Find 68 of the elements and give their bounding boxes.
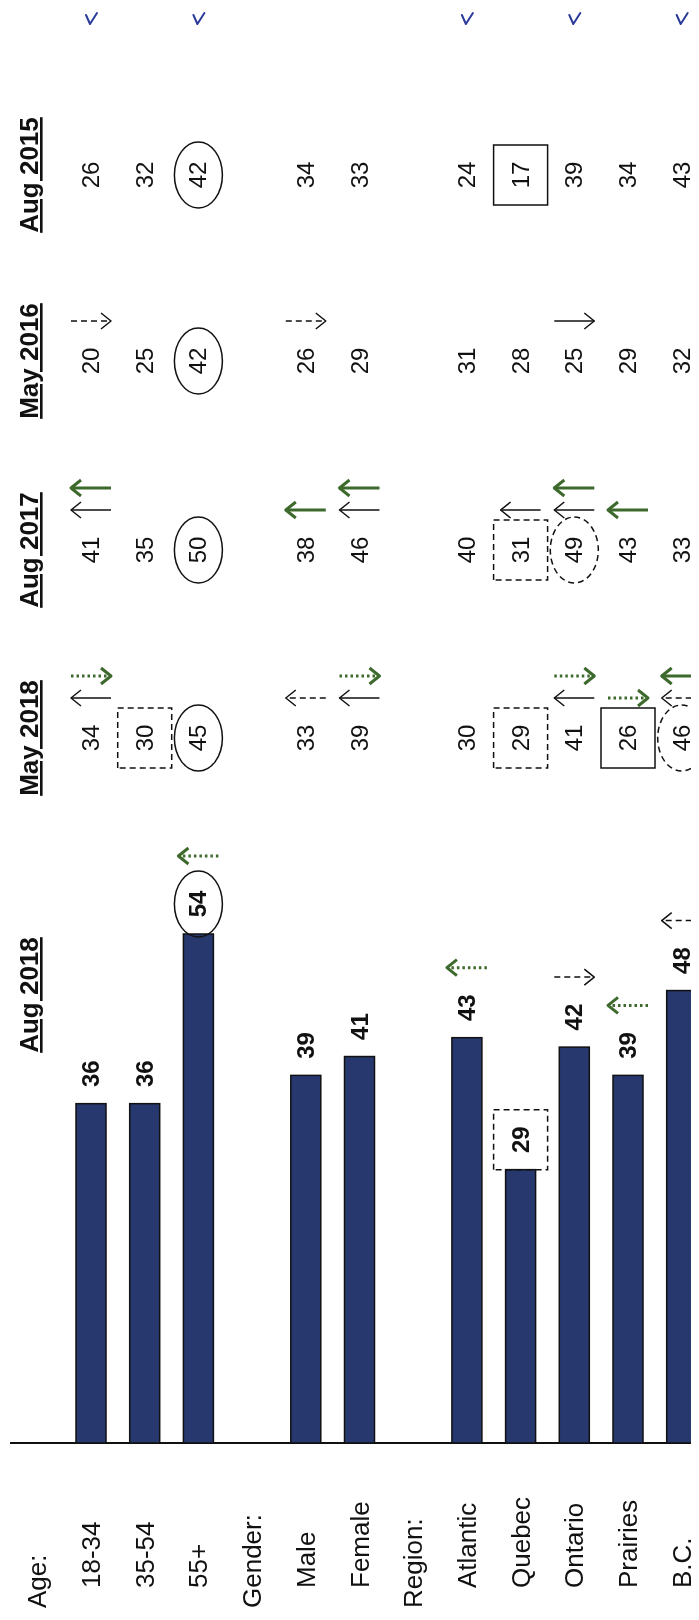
text: 26 [77,161,104,189]
x-tick-label: 55+ [183,1543,214,1588]
text: May 2018 [14,680,44,796]
text: 42 [184,161,212,189]
text: May 2016 [14,303,44,419]
text: 24 [452,161,480,189]
x-tick-label: Ontario [559,1502,590,1588]
text: 26 [614,724,641,752]
text: 34 [77,724,104,752]
text: Aug 2015 [14,117,44,233]
data-label: 36 [77,1060,104,1088]
text: 31 [452,347,480,375]
text: 43 [667,161,695,189]
text: 35 [130,536,158,564]
text: 40 [452,536,480,564]
text: Aug 2018 [14,937,44,1053]
text: 32 [667,347,695,375]
data-label: 54 [184,890,212,918]
x-tick-label: 18-34 [76,1521,106,1588]
text: 41 [560,724,588,752]
data-label: 39 [614,1032,641,1059]
text: 28 [506,347,534,375]
text: 17 [506,161,534,189]
text: 33 [345,161,373,189]
text: 25 [560,347,588,375]
text: 38 [291,536,319,564]
x-tick-label: Prairies [613,1499,643,1588]
text: Age: [22,1554,53,1608]
text: 49 [560,536,588,564]
text: 30 [452,724,480,752]
data-label: 36 [130,1060,158,1088]
x-tick-label: Male [290,1531,321,1588]
x-tick-label: B.C. [666,1537,697,1588]
text: 29 [506,724,534,752]
text: 33 [291,724,319,752]
text: 42 [184,347,212,375]
text: 31 [506,536,534,564]
text: 29 [345,347,373,375]
data-label: 41 [345,1013,373,1040]
text: 34 [291,161,319,189]
text: Aug 2017 [14,492,44,608]
data-label: 42 [560,1003,588,1031]
text: 34 [614,161,641,189]
text: Gender: [237,1514,268,1608]
text: 45 [184,724,212,752]
x-tick-label: Female [344,1501,375,1588]
text: 26 [291,347,319,375]
text: 43 [614,536,641,564]
text: 39 [345,724,373,752]
x-tick-label: 35-54 [129,1521,160,1588]
x-tick-label: Quebec [505,1496,536,1588]
text: 29 [614,347,641,375]
text: 41 [77,536,104,564]
text: 39 [560,161,588,189]
text: 20 [77,347,104,375]
text: 33 [667,536,695,564]
text: Region: [398,1518,429,1608]
text: 25 [130,347,158,375]
text: 46 [345,536,373,564]
data-label: 29 [506,1126,534,1153]
text: 50 [184,536,212,564]
x-tick-label: Atlantic [451,1502,482,1588]
data-label: 43 [452,994,480,1022]
text: 32 [130,161,158,189]
text: 46 [667,724,695,752]
data-label: 39 [291,1032,319,1059]
data-label: 48 [667,947,695,974]
text: 30 [130,724,158,752]
